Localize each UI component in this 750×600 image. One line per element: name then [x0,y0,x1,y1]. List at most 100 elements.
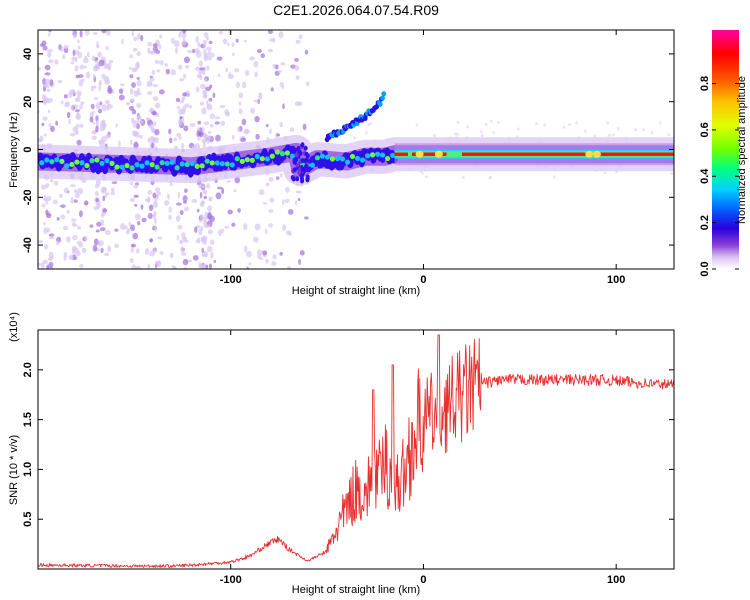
noise-speckle [298,258,301,266]
noise-speckle [217,73,221,78]
noise-speckle [133,120,139,124]
ridge-blob [298,150,303,156]
noise-speckle [106,103,113,109]
noise-speckle [99,227,106,232]
noise-speckle [260,53,265,59]
noise-speckle [204,134,209,141]
noise-speckle [91,55,96,62]
noise-speckle [85,71,91,79]
noise-speckle [257,253,262,260]
noise-speckle [288,232,292,236]
noise-speckle [91,110,95,114]
noise-speckle [140,34,144,42]
noise-speckle [196,225,201,229]
ridge-nodule [44,157,50,163]
noise-speckle [253,99,259,103]
noise-speckle [104,230,111,236]
noise-speckle [149,77,155,82]
noise-speckle [158,44,162,50]
noise-speckle [136,103,142,109]
noise-speckle [148,124,154,130]
noise-speckle [207,55,212,61]
noise-speckle [195,86,200,93]
noise-speckle [103,252,110,257]
noise-speckle [179,210,184,216]
noise-speckle [204,189,208,195]
noise-speckle [480,134,484,138]
snr-ytick-label: 2.0 [22,362,34,377]
noise-speckle [170,37,175,44]
noise-speckle [194,143,201,150]
noise-speckle [201,126,205,133]
noise-speckle [101,119,106,123]
noise-speckle [221,228,224,234]
noise-speckle [147,263,151,269]
noise-speckle [63,187,69,194]
noise-speckle [178,32,181,39]
noise-speckle [208,263,213,269]
ridge-nodule [94,157,100,163]
noise-speckle [81,247,87,253]
noise-speckle [66,236,71,243]
noise-speckle [70,184,76,188]
noise-speckle [209,113,215,120]
snr-ytick-label: 1.5 [22,412,34,427]
noise-speckle [237,126,240,133]
noise-speckle [111,181,118,185]
snr-xtick-label: 100 [607,574,625,586]
noise-speckle [74,131,78,135]
noise-speckle [46,195,52,202]
noise-speckle [201,247,204,254]
noise-speckle [92,244,98,252]
noise-speckle [238,101,242,106]
snr-xtick-label: 0 [420,574,426,586]
noise-speckle [147,212,153,220]
noise-speckle [168,214,172,220]
noise-speckle [194,226,198,233]
noise-speckle [231,52,235,56]
noise-speckle [48,59,54,64]
noise-speckle [200,213,205,221]
noise-speckle [415,123,419,127]
noise-speckle [641,128,645,132]
noise-speckle [47,48,53,53]
noise-speckle [48,236,55,240]
spectrogram-xtick-label: -100 [220,274,242,286]
ridge-blob [294,152,299,158]
noise-speckle [231,222,236,227]
noise-speckle [131,30,134,37]
ridge-nodule [279,151,285,157]
noise-speckle [151,111,158,116]
noise-speckle [86,51,90,58]
noise-speckle [39,135,44,143]
ridge-nodule [224,161,230,167]
noise-speckle [286,265,292,269]
noise-speckle [146,91,153,95]
noise-speckle [154,128,160,136]
snr-scale-label: (x10⁴) [8,312,20,342]
noise-speckle [134,203,138,207]
noise-speckle [249,56,256,61]
noise-speckle [129,88,134,95]
noise-speckle [79,264,84,269]
ridge-nodule [184,161,190,168]
noise-speckle [70,218,77,222]
noise-speckle [129,54,133,59]
snr-xtick-label: -100 [220,574,242,586]
noise-speckle [202,70,206,76]
ridge-nodule [114,164,120,170]
noise-speckle [74,65,79,72]
ridge-nodule [154,164,160,170]
noise-speckle [56,236,62,243]
noise-speckle [189,122,196,128]
noise-speckle [207,130,212,135]
noise-speckle [245,69,250,77]
noise-speckle [181,142,185,150]
noise-speckle [154,225,157,233]
noise-speckle [218,30,223,35]
noise-speckle [84,65,87,69]
noise-speckle [285,186,290,193]
noise-speckle [136,248,140,254]
noise-speckle [41,94,46,101]
ridge-bulge [415,150,424,158]
